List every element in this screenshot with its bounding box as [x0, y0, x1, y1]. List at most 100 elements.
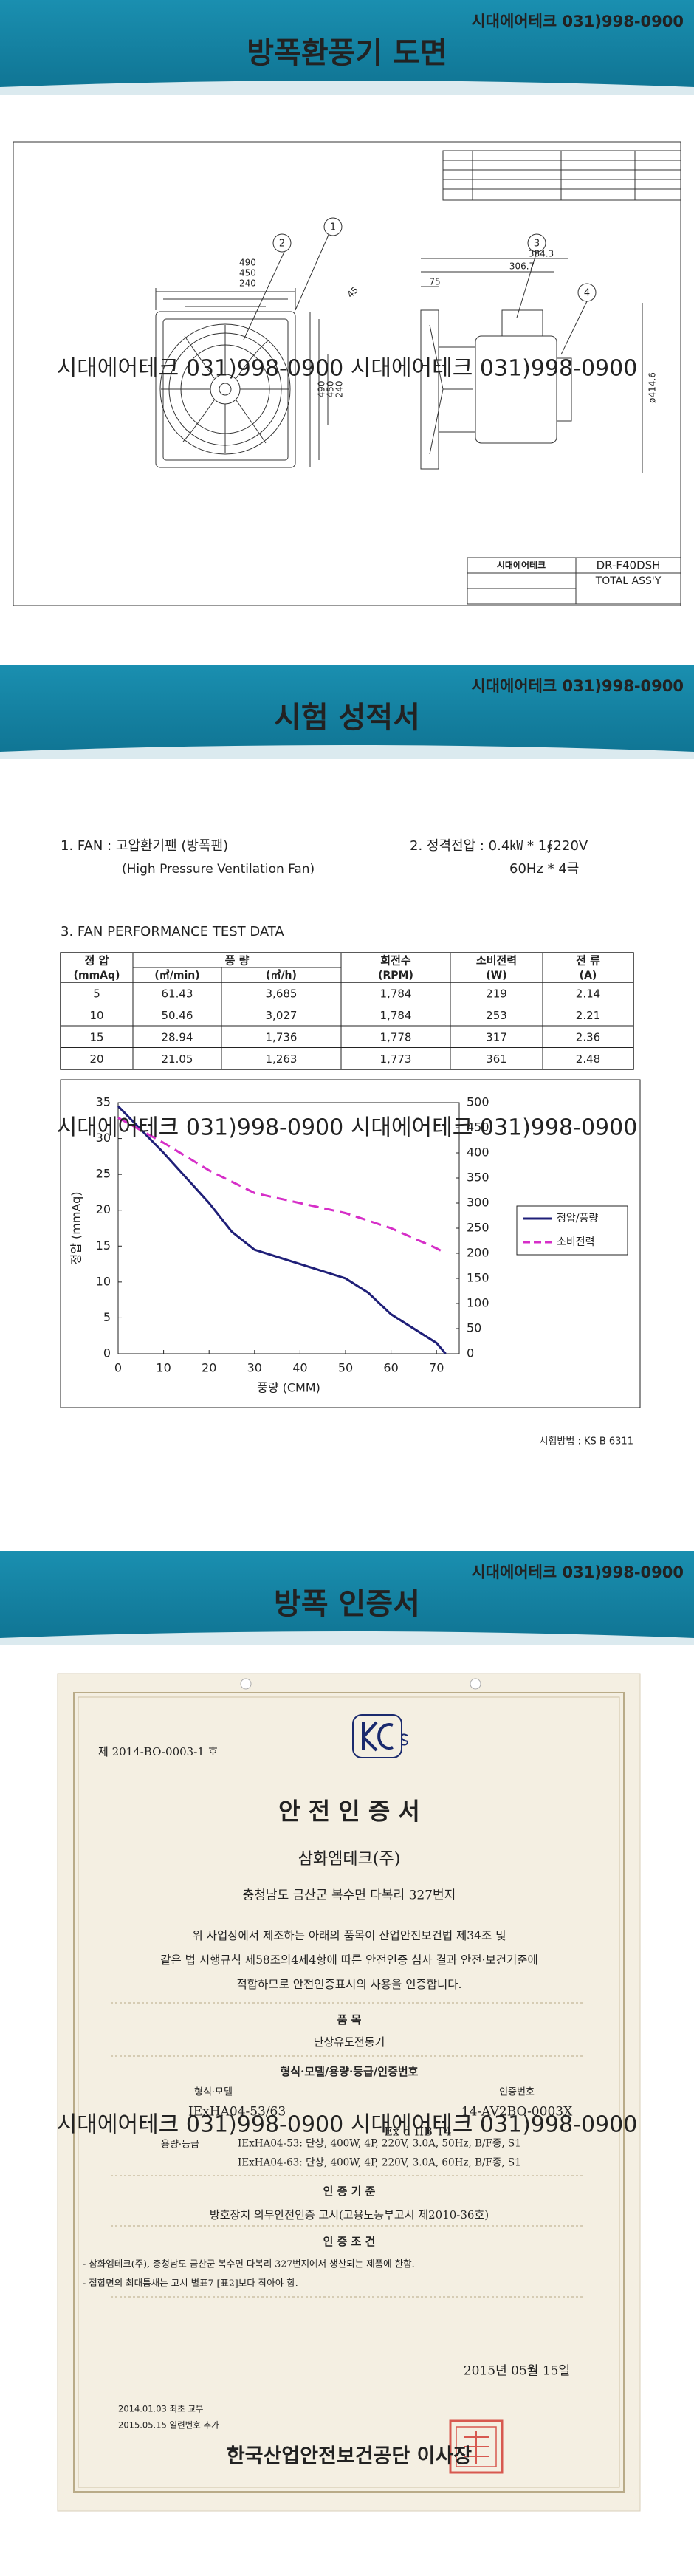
legend-label: 정압/풍량: [557, 1213, 598, 1224]
cert-standard: 방호장치 의무안전인증 고시(고용노동부고시 제2010-36호): [210, 2208, 489, 2222]
y2-tick-label: 450: [467, 1120, 489, 1134]
cert-cert-no: 14-AV2BO-0003X: [461, 2105, 573, 2120]
x-tick-label: 70: [429, 1361, 444, 1375]
y-tick-label: 5: [103, 1310, 111, 1324]
section-banner: [0, 1551, 694, 1645]
y-tick-label: 0: [103, 1346, 111, 1360]
cert-item: 단상유도전동기: [314, 2035, 385, 2049]
table-cell: 1,736: [266, 1030, 298, 1044]
table-header-unit: (mmAq): [74, 970, 120, 982]
dimension-label: 490: [317, 381, 327, 398]
section-title: 시험 성적서: [274, 701, 420, 735]
fan-ring: [159, 323, 291, 455]
dimension-label: ø414.6: [647, 372, 658, 403]
banner-wave: [0, 1631, 694, 1645]
cert-condition: - 접합면의 최대틈새는 고시 별표7 [표2]보다 작아야 함.: [83, 2278, 298, 2289]
fan-guard: [161, 325, 289, 453]
table-title: 3. FAN PERFORMANCE TEST DATA: [61, 924, 284, 939]
y2-tick-label: 50: [467, 1321, 481, 1335]
dimension-line: [309, 312, 329, 467]
y2-tick-label: 250: [467, 1221, 489, 1235]
certificate-paper: [57, 1673, 641, 2512]
cert-rating: IExHA04-53: 단상, 400W, 4P, 220V, 3.0A, 50…: [238, 2138, 521, 2150]
legend-label: 소비전력: [557, 1236, 595, 1248]
dimension-label: 490: [239, 258, 256, 268]
balloon-label: 3: [534, 239, 540, 250]
front-housing: [155, 311, 296, 468]
section-banner: [0, 665, 694, 759]
y2-tick-label: 0: [467, 1346, 474, 1360]
paper: [57, 1673, 641, 2512]
legend-box: [516, 1205, 628, 1256]
x-tick-label: 50: [338, 1361, 353, 1375]
balloon-label: 2: [279, 239, 285, 250]
balloon-label: 1: [330, 222, 336, 233]
banner-wave: [0, 745, 694, 759]
dimension-label: 450: [326, 381, 336, 398]
revision-table: [442, 150, 681, 201]
cert-heading: 품 목: [337, 2013, 362, 2027]
table-header-unit: (RPM): [378, 970, 413, 982]
table-cell: 2.21: [576, 1009, 600, 1022]
balloon: [323, 217, 343, 236]
table-header-unit: (W): [486, 970, 506, 982]
cert-model: IExHA04-53/63: [188, 2105, 286, 2120]
y-axis-label: 정압 (mmAq): [69, 1191, 83, 1264]
y-tick-label: 20: [96, 1202, 111, 1216]
table-cell: 61.43: [162, 987, 193, 1000]
cert-rating: IExHA04-63: 단상, 400W, 4P, 220V, 3.0A, 60…: [238, 2157, 521, 2169]
x-tick-label: 40: [292, 1361, 307, 1375]
cert-address: 충청남도 금산군 복수면 다복리 327번지: [243, 1888, 456, 1903]
y-tick-label: 35: [96, 1095, 111, 1109]
table-cell: 2.14: [576, 987, 600, 1000]
table-cell: 219: [486, 987, 507, 1000]
table-cell: 253: [486, 1009, 507, 1022]
cert-number: 제 2014-BO-0003-1 호: [98, 1745, 219, 1758]
table-cell: 10: [89, 1009, 103, 1022]
table-cell: 1,263: [266, 1052, 298, 1066]
paper-border: [73, 1692, 625, 2493]
y2-tick-label: 200: [467, 1246, 489, 1260]
dimension-label: 75: [429, 277, 440, 287]
x-tick-label: 20: [202, 1361, 216, 1375]
cert-protection: Ex d IIB T4: [384, 2125, 451, 2139]
cert-condition: - 삼화엠테크(주), 충청남도 금산군 복수면 다복리 327번지에서 생산되…: [83, 2258, 415, 2270]
drawing: [13, 141, 681, 606]
cert-body: 적합하므로 안전인증표시의 사용을 인증합니다.: [237, 1978, 462, 1991]
section-title: 방폭환풍기 도면: [247, 36, 447, 70]
dimension-label: 384.3: [529, 249, 554, 259]
x-axis-label: 풍량 (CMM): [257, 1381, 320, 1395]
company-contact: 시대에어테크 031)998-0900: [471, 1563, 684, 1581]
cert-company: 삼화엠테크(주): [298, 1850, 401, 1868]
table-cell: 1,784: [380, 987, 412, 1000]
table-header-unit: (㎥/h): [266, 969, 297, 982]
watermark: 시대에어테크 031)998-0900 시대에어테크 031)998-0900: [57, 356, 638, 382]
motor-body: [475, 335, 557, 444]
x-tick-label: 0: [114, 1361, 122, 1375]
fan-blade: [182, 335, 270, 444]
x-tick-label: 10: [156, 1361, 171, 1375]
table-cell: 1,778: [380, 1030, 412, 1044]
dimension-label: 240: [334, 381, 345, 398]
y2-tick-label: 150: [467, 1271, 489, 1285]
divider: [111, 2002, 583, 2298]
table-cell: 1,773: [380, 1052, 412, 1066]
cert-label: 인증번호: [499, 2087, 535, 2098]
y2-tick-label: 500: [467, 1095, 489, 1109]
side-blade: [429, 324, 473, 455]
table-header: 풍 량: [225, 954, 250, 967]
watermark: 시대에어테크 031)998-0900 시대에어테크 031)998-0900: [57, 2112, 638, 2138]
voltage-spec: 2. 정격전압 : 0.4㎾ * 1∮220V: [410, 838, 588, 854]
test-method: 시험방법 : KS B 6311: [539, 1436, 633, 1448]
title-block: [467, 557, 681, 605]
series-line: [117, 1105, 447, 1354]
cert-heading: 형식·모델/용량·등급/인증번호: [280, 2065, 418, 2078]
table-cell: 20: [89, 1052, 103, 1066]
cert-date: 2015년 05월 15일: [464, 2364, 570, 2379]
section-title: 방폭 인증서: [274, 1587, 420, 1621]
table-header: 전 류: [576, 954, 600, 967]
dimension-label: 306.7: [509, 261, 535, 272]
cert-issuer: 한국산업안전보건공단 이사장: [227, 2445, 472, 2468]
cert-heading: 인 증 조 건: [323, 2235, 376, 2248]
